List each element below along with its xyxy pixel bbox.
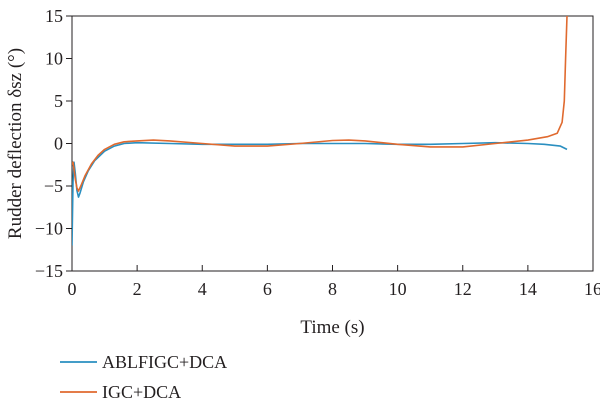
x-tick-label: 8 <box>328 279 337 299</box>
x-tick-label: 2 <box>133 279 142 299</box>
series-line-1 <box>72 141 568 246</box>
x-axis-label: Time (s) <box>300 317 364 338</box>
x-axis-ticks: 0 2 4 6 8 10 12 14 16 <box>68 265 600 299</box>
x-tick-label: 14 <box>519 279 537 299</box>
y-tick-label: −15 <box>35 261 63 281</box>
legend-label-1: ABLFIGC+DCA <box>102 352 227 372</box>
y-tick-label: 15 <box>45 6 63 26</box>
x-tick-label: 16 <box>584 279 600 299</box>
x-tick-label: 6 <box>263 279 272 299</box>
x-tick-label: 12 <box>454 279 472 299</box>
x-tick-label: 0 <box>68 279 77 299</box>
series-layer <box>72 16 568 246</box>
y-tick-label: −5 <box>44 176 63 196</box>
series-line-2 <box>72 16 568 192</box>
y-tick-label: 5 <box>54 91 63 111</box>
y-tick-label: 0 <box>54 134 63 154</box>
x-tick-label: 10 <box>389 279 407 299</box>
legend-label-2: IGC+DCA <box>102 382 181 402</box>
x-tick-label: 4 <box>198 279 207 299</box>
y-axis-label: Rudder deflection δsz (°) <box>5 48 26 239</box>
legend: ABLFIGC+DCA IGC+DCA <box>60 352 227 402</box>
y-tick-label: −10 <box>35 219 63 239</box>
y-tick-label: 10 <box>45 49 63 69</box>
y-axis-ticks: −15 −10 −5 0 5 10 15 <box>35 6 72 281</box>
